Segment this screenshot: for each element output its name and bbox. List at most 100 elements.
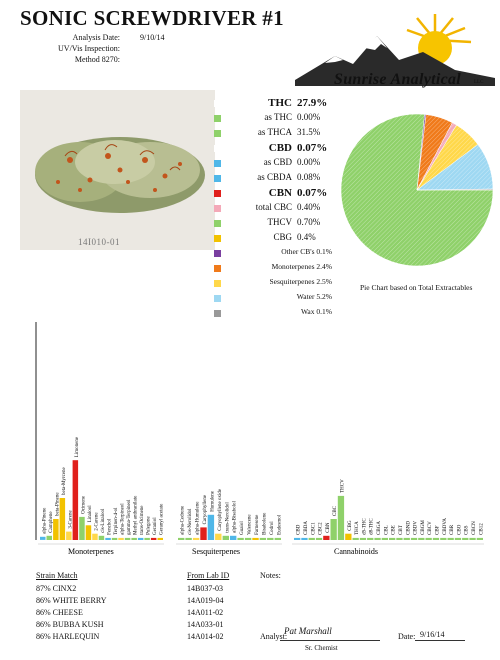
- bar-label: cis-Linalool: [101, 508, 106, 533]
- bar: [185, 537, 192, 540]
- pie-slice-hatch: [417, 125, 478, 190]
- bar: [40, 536, 46, 540]
- bar-label: alpha-Bisabolol: [233, 501, 238, 533]
- legend-row: Sesquiterpenes 2.5%: [214, 277, 340, 292]
- bar-label: CBCV: [428, 521, 433, 535]
- legend-value: 0.00%: [297, 112, 321, 122]
- logo-suffix: LLC: [474, 80, 484, 85]
- legend-value: 0.08%: [297, 172, 321, 182]
- bar: [389, 537, 396, 540]
- pie-slice-hatch: [417, 114, 453, 190]
- strain-row: 86% CHEESE 14A011-02: [36, 608, 256, 617]
- legend-swatch: [214, 115, 221, 122]
- legend-label: Sesquiterpenes 2.5%: [269, 277, 333, 286]
- legend-label: total CBC: [255, 202, 292, 212]
- bar-label: trans-Ocimene: [140, 505, 145, 535]
- bar-label: CBO: [457, 524, 462, 535]
- legend-swatch: [214, 130, 221, 137]
- bar-label: CBDA: [304, 521, 309, 535]
- bar: [259, 537, 267, 540]
- bar: [410, 537, 418, 540]
- legend-value: 0.07%: [297, 187, 328, 199]
- date-line: [415, 640, 465, 641]
- bar: [53, 519, 59, 540]
- legend-value: 0.70%: [297, 217, 321, 227]
- legend-swatch: [214, 310, 221, 317]
- strain-lab-id: 14A019-04: [187, 596, 224, 605]
- bar: [244, 537, 252, 540]
- logo-icon: [295, 14, 495, 86]
- legend-swatch: [214, 235, 221, 242]
- bar-label: d8-THC: [370, 518, 375, 535]
- bar: [85, 525, 92, 540]
- legend-label: as THC: [264, 112, 292, 122]
- bar-label: CBGM: [421, 520, 426, 535]
- strain-row: 86% HARLEQUIN 14A014-02: [36, 632, 256, 641]
- bar-label: CBD: [297, 524, 302, 535]
- pie-slice-hatch: [417, 144, 493, 190]
- bar-label: CBG: [348, 520, 353, 531]
- date-label: Date:: [398, 632, 416, 641]
- bar: [105, 537, 111, 540]
- legend-value: 27.9%: [297, 97, 328, 109]
- bar: [124, 537, 131, 540]
- legend-row: Wax 0.1%: [214, 307, 340, 322]
- bar-label: cis-Nerolidol: [188, 508, 193, 535]
- bar: [118, 537, 124, 540]
- method-label: Method 8270:: [74, 55, 120, 64]
- bar-label: CBE: [392, 525, 397, 535]
- bar: [454, 537, 462, 540]
- bar-label: CBND: [406, 521, 411, 535]
- bar-label: 3-Carene: [68, 509, 73, 528]
- bar: [200, 527, 207, 540]
- bar-label: Guaiol: [240, 521, 245, 535]
- bar: [222, 535, 229, 540]
- analyst-signature: Pat Marshall: [284, 626, 332, 636]
- bar-label: Eudesmol: [277, 514, 282, 535]
- pie-caption: Pie Chart based on Total Extractables: [360, 283, 473, 292]
- legend-label: THC: [268, 97, 292, 109]
- bar: [274, 537, 281, 540]
- legend-label: Water 5.2%: [296, 292, 332, 301]
- bar: [345, 533, 352, 540]
- strain-row: 86% WHITE BERRY 14A019-04: [36, 596, 256, 605]
- bar-label: Cedrol: [270, 521, 275, 535]
- terpene-cannabinoid-bar-chart: alpha-Pinene Camphenebeta-Pinenebeta-Myrc…: [35, 322, 484, 556]
- legend-row: Monoterpenes 2.4%: [214, 262, 340, 277]
- bar-label: Geraniol: [153, 517, 158, 535]
- bar: [308, 537, 315, 540]
- bar-label: CBR: [450, 524, 455, 535]
- legend-row: 31.5% as THCA: [214, 127, 340, 142]
- bar-label: THCA: [355, 521, 360, 535]
- bar-label: CBC2: [319, 522, 324, 535]
- bar-label: Geranyl acetate: [160, 503, 165, 535]
- analyst-title: Sr. Chemist: [305, 644, 338, 652]
- legend-row: 27.9% THC: [214, 97, 340, 112]
- legend-row: Other CB's 0.1%: [214, 247, 340, 262]
- bar: [157, 537, 163, 540]
- bar-label: Ocimene: [81, 495, 86, 514]
- bar-label: CB12: [479, 523, 484, 535]
- bar-label: CBL: [384, 525, 389, 535]
- bar-label: Farnesene: [255, 514, 260, 535]
- bar-label: beta-Pinene: [55, 492, 60, 516]
- bar: [59, 498, 66, 540]
- legend-swatch: [214, 220, 221, 227]
- bar: [230, 535, 237, 540]
- bar: [92, 533, 98, 540]
- pie-chart: [340, 113, 494, 267]
- group-label: Cannabinoids: [334, 547, 378, 556]
- strain-match-header: Strain Match: [36, 571, 78, 580]
- legend-label: CBN: [268, 187, 292, 199]
- bar-label: alpha-Terpineol: [121, 503, 126, 535]
- legend-value: 0.4%: [297, 232, 316, 242]
- bar: [418, 537, 425, 540]
- strain-row: 87% CINX2 14B037-03: [36, 584, 256, 593]
- bar: [403, 537, 410, 540]
- bar: [72, 460, 79, 540]
- bar: [98, 535, 105, 540]
- bar-label: Bisabolene: [262, 512, 267, 535]
- bar: [462, 537, 469, 540]
- bar-label: Pulegone: [147, 516, 152, 535]
- bar-label: THCV: [341, 479, 346, 493]
